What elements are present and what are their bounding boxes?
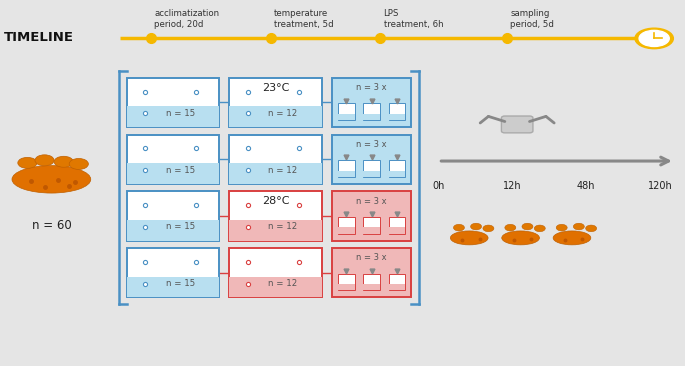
Text: n = 3 x: n = 3 x xyxy=(356,83,387,92)
FancyBboxPatch shape xyxy=(363,171,379,177)
FancyBboxPatch shape xyxy=(363,284,379,291)
FancyBboxPatch shape xyxy=(229,277,322,297)
Text: LPS
treatment, 6h: LPS treatment, 6h xyxy=(384,9,443,29)
FancyBboxPatch shape xyxy=(363,227,379,234)
FancyBboxPatch shape xyxy=(388,160,405,177)
FancyBboxPatch shape xyxy=(229,135,322,184)
FancyBboxPatch shape xyxy=(363,160,379,177)
Text: n = 3 x: n = 3 x xyxy=(356,197,387,206)
FancyBboxPatch shape xyxy=(388,227,405,234)
Text: n = 15: n = 15 xyxy=(166,165,195,175)
FancyBboxPatch shape xyxy=(338,227,355,234)
Ellipse shape xyxy=(501,231,540,245)
Ellipse shape xyxy=(586,225,597,232)
Text: 28°C: 28°C xyxy=(262,196,290,206)
FancyBboxPatch shape xyxy=(229,248,322,297)
FancyBboxPatch shape xyxy=(127,220,219,241)
Text: n = 12: n = 12 xyxy=(269,222,298,231)
FancyBboxPatch shape xyxy=(338,284,355,291)
Ellipse shape xyxy=(553,231,590,245)
FancyBboxPatch shape xyxy=(388,284,405,291)
Ellipse shape xyxy=(483,225,494,232)
Ellipse shape xyxy=(573,223,584,230)
FancyBboxPatch shape xyxy=(338,160,355,177)
FancyBboxPatch shape xyxy=(363,217,379,234)
Text: n = 3 x: n = 3 x xyxy=(356,140,387,149)
Text: 48h: 48h xyxy=(577,181,595,191)
Text: 120h: 120h xyxy=(647,181,673,191)
Ellipse shape xyxy=(451,231,488,245)
Text: n = 15: n = 15 xyxy=(166,109,195,118)
Ellipse shape xyxy=(69,158,88,169)
Text: n = 12: n = 12 xyxy=(269,109,298,118)
FancyBboxPatch shape xyxy=(127,191,219,241)
FancyBboxPatch shape xyxy=(388,171,405,177)
Text: temperature
treatment, 5d: temperature treatment, 5d xyxy=(274,9,334,29)
FancyBboxPatch shape xyxy=(388,217,405,234)
FancyBboxPatch shape xyxy=(388,114,405,120)
Text: sampling
period, 5d: sampling period, 5d xyxy=(510,9,554,29)
FancyBboxPatch shape xyxy=(501,116,533,133)
FancyBboxPatch shape xyxy=(332,248,411,297)
Ellipse shape xyxy=(54,156,73,167)
FancyBboxPatch shape xyxy=(338,114,355,120)
Text: n = 15: n = 15 xyxy=(166,222,195,231)
Text: 12h: 12h xyxy=(503,181,521,191)
Ellipse shape xyxy=(471,223,482,230)
FancyBboxPatch shape xyxy=(127,248,219,297)
FancyBboxPatch shape xyxy=(363,114,379,120)
Text: n = 60: n = 60 xyxy=(32,219,71,232)
Text: acclimatization
period, 20d: acclimatization period, 20d xyxy=(154,9,219,29)
Text: 23°C: 23°C xyxy=(262,83,289,93)
FancyBboxPatch shape xyxy=(338,171,355,177)
FancyBboxPatch shape xyxy=(127,163,219,184)
FancyBboxPatch shape xyxy=(229,220,322,241)
FancyBboxPatch shape xyxy=(127,78,219,127)
Text: n = 12: n = 12 xyxy=(269,279,298,288)
FancyBboxPatch shape xyxy=(363,104,379,120)
Text: n = 3 x: n = 3 x xyxy=(356,253,387,262)
FancyBboxPatch shape xyxy=(127,107,219,127)
Circle shape xyxy=(639,30,669,46)
Ellipse shape xyxy=(556,224,567,231)
Ellipse shape xyxy=(505,224,516,231)
Ellipse shape xyxy=(453,224,464,231)
FancyBboxPatch shape xyxy=(229,78,322,127)
Ellipse shape xyxy=(12,165,91,193)
FancyBboxPatch shape xyxy=(332,78,411,127)
FancyBboxPatch shape xyxy=(332,191,411,241)
FancyBboxPatch shape xyxy=(127,277,219,297)
Text: n = 12: n = 12 xyxy=(269,165,298,175)
Ellipse shape xyxy=(534,225,545,232)
FancyBboxPatch shape xyxy=(332,135,411,184)
Text: 0h: 0h xyxy=(432,181,445,191)
FancyBboxPatch shape xyxy=(338,104,355,120)
Ellipse shape xyxy=(18,157,37,168)
Ellipse shape xyxy=(35,155,54,166)
FancyBboxPatch shape xyxy=(338,217,355,234)
FancyBboxPatch shape xyxy=(229,191,322,241)
Circle shape xyxy=(635,28,673,49)
FancyBboxPatch shape xyxy=(229,163,322,184)
Text: n = 15: n = 15 xyxy=(166,279,195,288)
FancyBboxPatch shape xyxy=(127,135,219,184)
Ellipse shape xyxy=(522,223,533,230)
FancyBboxPatch shape xyxy=(229,107,322,127)
Text: TIMELINE: TIMELINE xyxy=(3,31,73,44)
FancyBboxPatch shape xyxy=(388,274,405,291)
FancyBboxPatch shape xyxy=(338,274,355,291)
FancyBboxPatch shape xyxy=(363,274,379,291)
FancyBboxPatch shape xyxy=(388,104,405,120)
